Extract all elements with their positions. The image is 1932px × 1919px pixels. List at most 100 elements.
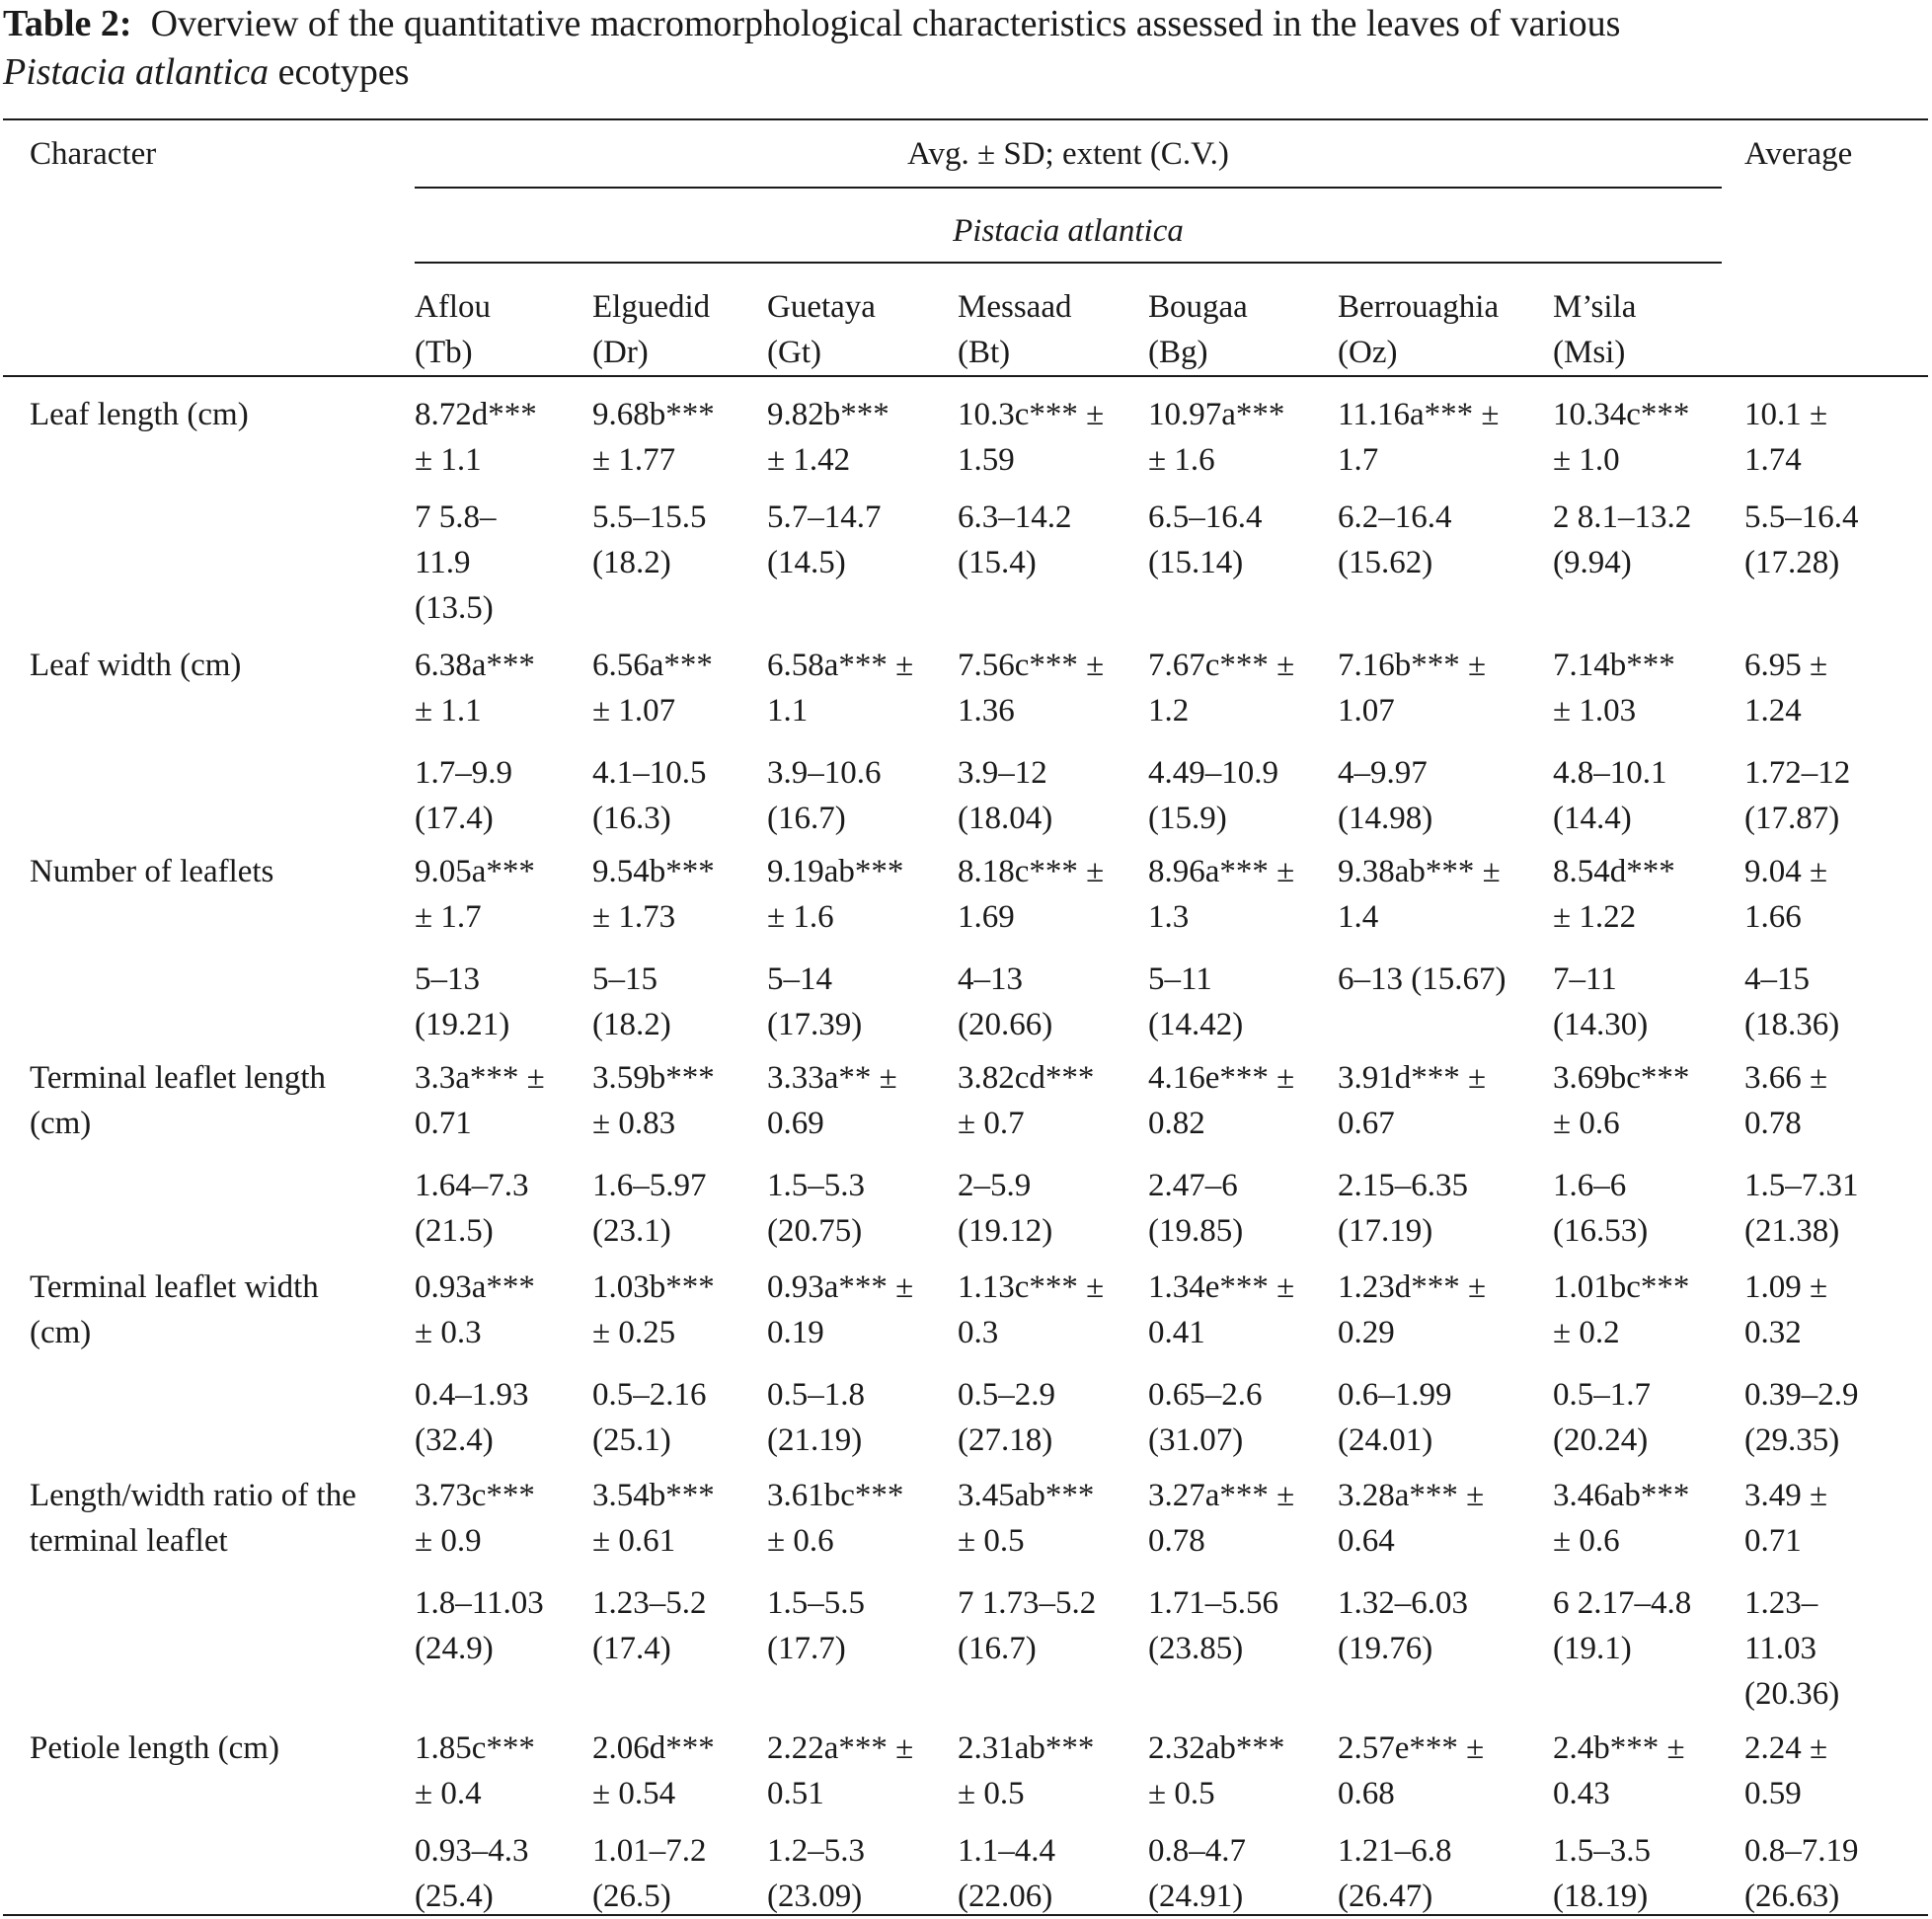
- header-group: Avg. ± SD; extent (C.V.): [907, 136, 1229, 172]
- mean-sd-cell: 3.91d*** ±: [1338, 1060, 1487, 1096]
- mean-sd-cell: ± 0.6: [1553, 1523, 1620, 1559]
- average-range-cell: 1.23–: [1744, 1585, 1818, 1621]
- mean-sd-cell: 9.05a***: [415, 854, 535, 889]
- average-range-cell: (17.28): [1744, 545, 1840, 580]
- range-cv-cell: (9.94): [1553, 545, 1632, 580]
- mean-sd-cell: 0.71: [415, 1106, 472, 1141]
- species-header-rule: [415, 262, 1722, 264]
- mean-sd-cell: 3.27a*** ±: [1148, 1478, 1295, 1513]
- mean-sd-cell: ± 0.6: [767, 1523, 834, 1559]
- range-cv-cell: (16.7): [958, 1631, 1037, 1666]
- range-cv-cell: (32.4): [415, 1422, 494, 1458]
- range-cv-cell: 3.9–12: [958, 755, 1047, 791]
- mean-sd-cell: 3.59b***: [592, 1060, 715, 1096]
- mean-sd-cell: ± 0.5: [1148, 1776, 1215, 1811]
- range-cv-cell: 0.5–1.7: [1553, 1377, 1651, 1413]
- range-cv-cell: (15.4): [958, 545, 1037, 580]
- mean-sd-cell: 7.56c*** ±: [958, 648, 1105, 683]
- range-cv-cell: 6.3–14.2: [958, 499, 1072, 535]
- range-cv-cell: (14.30): [1553, 1007, 1649, 1042]
- mean-sd-cell: ± 0.5: [958, 1523, 1025, 1559]
- range-cv-cell: (14.4): [1553, 801, 1632, 836]
- range-cv-cell: 1.6–5.97: [592, 1168, 707, 1203]
- mean-sd-cell: 0.68: [1338, 1776, 1395, 1811]
- range-cv-cell: (18.2): [592, 1007, 671, 1042]
- mean-sd-cell: 1.59: [958, 442, 1015, 478]
- range-cv-cell: 1.5–5.5: [767, 1585, 865, 1621]
- mean-sd-cell: ± 0.83: [592, 1106, 676, 1141]
- range-cv-cell: 1.6–6: [1553, 1168, 1627, 1203]
- table-caption: Table 2: Overview of the quantitative ma…: [3, 0, 1928, 97]
- mean-sd-cell: 7.67c*** ±: [1148, 648, 1295, 683]
- range-cv-cell: (13.5): [415, 590, 494, 626]
- range-cv-cell: (23.85): [1148, 1631, 1244, 1666]
- range-cv-cell: (19.21): [415, 1007, 510, 1042]
- caption-label: Table 2:: [3, 3, 132, 44]
- range-cv-cell: (23.1): [592, 1213, 671, 1249]
- mean-sd-cell: 8.54d***: [1553, 854, 1675, 889]
- mean-sd-cell: 1.4: [1338, 899, 1379, 935]
- range-cv-cell: 0.8–4.7: [1148, 1833, 1246, 1869]
- range-cv-cell: 4–9.97: [1338, 755, 1428, 791]
- range-cv-cell: (26.47): [1338, 1879, 1433, 1914]
- mean-sd-cell: 3.46ab***: [1553, 1478, 1690, 1513]
- mean-sd-cell: ± 1.03: [1553, 693, 1637, 729]
- mean-sd-cell: 1.01bc***: [1553, 1269, 1690, 1305]
- range-cv-cell: (31.07): [1148, 1422, 1244, 1458]
- average-mean-cell: 10.1 ±: [1744, 397, 1828, 432]
- mean-sd-cell: ± 0.5: [958, 1776, 1025, 1811]
- range-cv-cell: 6.5–16.4: [1148, 499, 1263, 535]
- caption-text-end: ecotypes: [277, 51, 410, 93]
- mean-sd-cell: 1.85c***: [415, 1730, 535, 1766]
- range-cv-cell: (21.5): [415, 1213, 494, 1249]
- mean-sd-cell: 6.58a*** ±: [767, 648, 914, 683]
- average-mean-cell: 0.71: [1744, 1523, 1802, 1559]
- mean-sd-cell: 1.1: [767, 693, 809, 729]
- range-cv-cell: 0.5–2.16: [592, 1377, 707, 1413]
- range-cv-cell: (21.19): [767, 1422, 863, 1458]
- mean-sd-cell: 3.28a*** ±: [1338, 1478, 1485, 1513]
- mean-sd-cell: 10.97a***: [1148, 397, 1285, 432]
- range-cv-cell: (20.24): [1553, 1422, 1649, 1458]
- caption-text: Overview of the quantitative macromorpho…: [150, 3, 1621, 44]
- column-header-name: Guetaya: [767, 289, 876, 325]
- mean-sd-cell: 8.72d***: [415, 397, 537, 432]
- mean-sd-cell: ± 1.0: [1553, 442, 1620, 478]
- range-cv-cell: 1.8–11.03: [415, 1585, 544, 1621]
- average-range-cell: 11.03: [1744, 1631, 1817, 1666]
- average-range-cell: 1.72–12: [1744, 755, 1851, 791]
- mean-sd-cell: 4.16e*** ±: [1148, 1060, 1295, 1096]
- column-header-code: (Msi): [1553, 335, 1626, 370]
- mean-sd-cell: 0.69: [767, 1106, 824, 1141]
- range-cv-cell: (19.1): [1553, 1631, 1632, 1666]
- column-header-name: M’sila: [1553, 289, 1637, 325]
- average-mean-cell: 0.78: [1744, 1106, 1802, 1141]
- average-mean-cell: 9.04 ±: [1744, 854, 1828, 889]
- mean-sd-cell: 3.45ab***: [958, 1478, 1095, 1513]
- range-cv-cell: 1.21–6.8: [1338, 1833, 1452, 1869]
- mean-sd-cell: 1.23d*** ±: [1338, 1269, 1487, 1305]
- average-range-cell: 1.5–7.31: [1744, 1168, 1859, 1203]
- mean-sd-cell: ± 0.6: [1553, 1106, 1620, 1141]
- range-cv-cell: (17.19): [1338, 1213, 1433, 1249]
- range-cv-cell: 5.5–15.5: [592, 499, 707, 535]
- range-cv-cell: 1.1–4.4: [958, 1833, 1055, 1869]
- range-cv-cell: (20.75): [767, 1213, 863, 1249]
- range-cv-cell: 5–14: [767, 961, 832, 997]
- mean-sd-cell: 3.33a** ±: [767, 1060, 897, 1096]
- column-header-code: (Dr): [592, 335, 649, 370]
- range-cv-cell: 0.5–1.8: [767, 1377, 865, 1413]
- column-header-code: (Bg): [1148, 335, 1208, 370]
- range-cv-cell: 1.7–9.9: [415, 755, 512, 791]
- header-species: Pistacia atlantica: [953, 213, 1184, 249]
- average-mean-cell: 6.95 ±: [1744, 648, 1828, 683]
- mean-sd-cell: ± 1.1: [415, 693, 482, 729]
- average-range-cell: (17.87): [1744, 801, 1840, 836]
- range-cv-cell: 6–13 (15.67): [1338, 961, 1507, 997]
- average-mean-cell: 3.66 ±: [1744, 1060, 1828, 1096]
- range-cv-cell: 5–15: [592, 961, 657, 997]
- mean-sd-cell: 6.38a***: [415, 648, 535, 683]
- caption-species: Pistacia atlantica: [3, 51, 270, 93]
- range-cv-cell: (15.62): [1338, 545, 1433, 580]
- mean-sd-cell: 8.96a*** ±: [1148, 854, 1295, 889]
